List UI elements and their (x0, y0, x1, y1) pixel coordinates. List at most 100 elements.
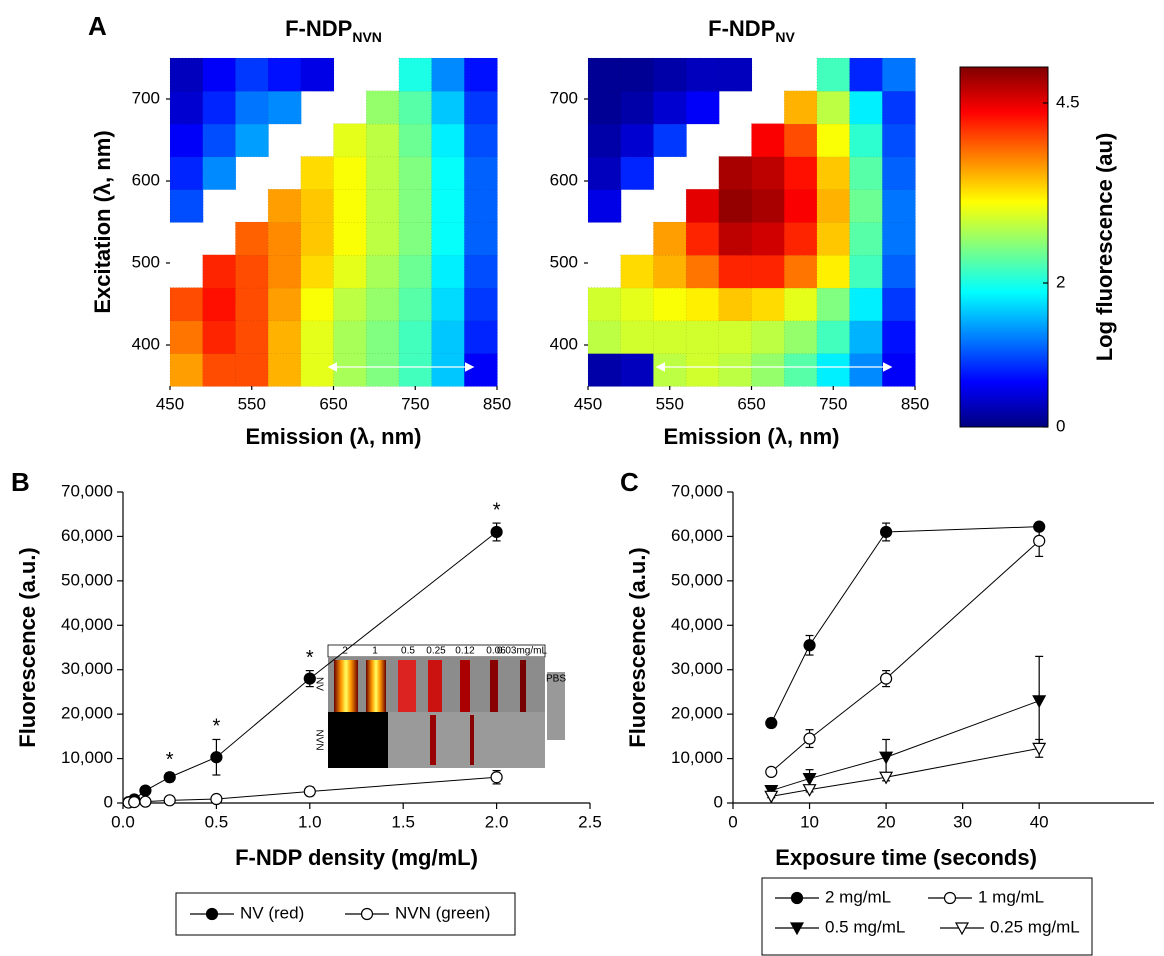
heatmap-cell (235, 288, 268, 321)
y-tick-label: 40,000 (61, 615, 113, 634)
heatmap-cell (464, 124, 497, 157)
heatmap-cell (752, 353, 785, 386)
y-tick-label: 70,000 (61, 481, 113, 500)
legend-marker (207, 909, 218, 920)
heatmap-cell (268, 222, 301, 255)
heatmap-cell (621, 353, 654, 386)
heatmap-cell (464, 288, 497, 321)
heatmap-cell (432, 156, 465, 189)
series-line (771, 527, 1039, 723)
legend-label: NV (red) (240, 903, 304, 922)
heatmap-cell (817, 353, 850, 386)
inset-column-label: 0.03mg/mL (497, 646, 547, 657)
heatmap-cell (301, 156, 334, 189)
inset-row-label: NVN (313, 729, 324, 750)
heatmap-cell (203, 288, 236, 321)
heatmap-cell (752, 320, 785, 353)
y-axis-label: Fluorescence (a.u.) (15, 547, 40, 748)
heatmap-cell (882, 156, 915, 189)
heatmap-cell (850, 255, 883, 288)
colorbar-tick-label: 2 (1056, 272, 1065, 291)
significance-mark: * (213, 716, 221, 738)
heatmap-cell (784, 189, 817, 222)
heatmap-cell (170, 189, 203, 222)
heatmap-cell (882, 91, 915, 124)
heatmap-cell (170, 124, 203, 157)
legend-marker (792, 893, 803, 904)
marker (491, 772, 502, 783)
heatmap-cell (588, 189, 621, 222)
heatmap-cell (170, 288, 203, 321)
inset-column-label: 2 (342, 646, 348, 657)
heatmap-cell (850, 156, 883, 189)
marker (804, 733, 815, 744)
x-tick-label: 10 (800, 812, 819, 831)
marker (1033, 696, 1045, 707)
x-tick-label: 450 (574, 394, 602, 413)
heatmap-cell (301, 189, 334, 222)
heatmap-cell (334, 320, 367, 353)
heatmap-cell (334, 255, 367, 288)
marker (140, 785, 151, 796)
x-tick-label: 2.0 (485, 812, 509, 831)
marker (211, 752, 222, 763)
x-tick-label: 30 (953, 812, 972, 831)
heatmap-cell (366, 91, 399, 124)
heatmap-cell (850, 189, 883, 222)
heatmap-cell (268, 58, 301, 91)
heatmap-cell (268, 288, 301, 321)
heatmap-cell (203, 156, 236, 189)
heatmap-cell (464, 255, 497, 288)
heatmap-cell (464, 91, 497, 124)
y-tick-label: 600 (550, 170, 578, 189)
heatmap-cell (399, 124, 432, 157)
heatmap-cell (686, 255, 719, 288)
heatmap-cell (399, 156, 432, 189)
y-tick-label: 700 (550, 88, 578, 107)
x-axis-label: Emission (λ, nm) (245, 424, 421, 449)
significance-mark: * (306, 647, 314, 669)
heatmap-cell (399, 222, 432, 255)
x-tick-label: 1.0 (298, 812, 322, 831)
marker (765, 791, 777, 802)
y-tick-label: 50,000 (671, 570, 723, 589)
heatmap-cell (817, 320, 850, 353)
heatmap-cell (752, 124, 785, 157)
heatmap-cell (653, 222, 686, 255)
y-tick-label: 60,000 (671, 526, 723, 545)
heatmap-cell (203, 58, 236, 91)
marker (881, 673, 892, 684)
heatmap-cell (203, 353, 236, 386)
heatmap-cell (784, 255, 817, 288)
heatmap-cell (334, 124, 367, 157)
heatmap-cell (621, 320, 654, 353)
heatmap-cell (588, 288, 621, 321)
heatmap-cell (334, 353, 367, 386)
x-tick-label: 40 (1030, 812, 1049, 831)
significance-mark: * (493, 499, 501, 521)
legend-label: 2 mg/mL (825, 887, 891, 906)
y-tick-label: 10,000 (671, 748, 723, 767)
heatmap-cell (170, 91, 203, 124)
heatmap-cell (882, 353, 915, 386)
heatmap-cell (719, 353, 752, 386)
x-tick-label: 750 (401, 394, 429, 413)
y-tick-label: 30,000 (61, 659, 113, 678)
colorbar-tick-label: 4.5 (1056, 92, 1080, 111)
heatmap-cell (432, 124, 465, 157)
heatmap-cell (366, 353, 399, 386)
heatmap-cell (653, 353, 686, 386)
y-tick-label: 400 (132, 334, 160, 353)
y-tick-label: 20,000 (671, 704, 723, 723)
heatmap-cell (588, 58, 621, 91)
heatmap-cell (653, 91, 686, 124)
heatmap-cell (850, 124, 883, 157)
heatmap-cell (719, 288, 752, 321)
legend-label: NVN (green) (395, 903, 490, 922)
heatmap-cell (686, 320, 719, 353)
heatmap-cell (621, 288, 654, 321)
figure: 450550650750850400500600700Emission (λ, … (0, 0, 1164, 956)
marker (304, 786, 315, 797)
colorbar-label: Log fluorescence (au) (1092, 133, 1117, 362)
heatmap (588, 58, 916, 387)
